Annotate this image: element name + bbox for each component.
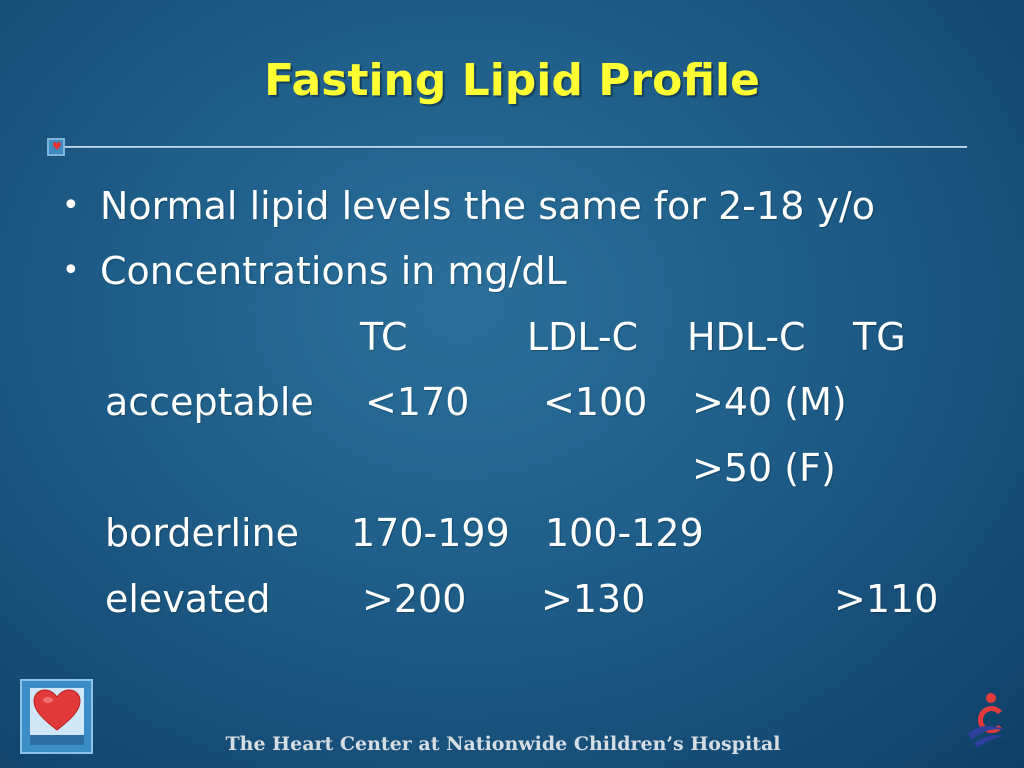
cell-acceptable-tc: <170 (365, 380, 470, 424)
row-label-acceptable: acceptable (105, 380, 314, 424)
cell-elevated-tc: >200 (362, 577, 467, 621)
bullet-item-1: Normal lipid levels the same for 2-18 y/… (100, 184, 875, 228)
heart-box-shadow (30, 735, 84, 745)
column-header-tc: TC (360, 315, 408, 359)
footer-hospital-name: The Heart Center at Nationwide Children’… (225, 733, 781, 755)
bullet-icon: • (62, 188, 80, 223)
slide-title: Fasting Lipid Profile (264, 55, 760, 106)
divider-heart-icon: ♥ (47, 138, 65, 156)
cell-borderline-tc: 170-199 (351, 511, 510, 555)
row-label-elevated: elevated (105, 577, 271, 621)
cell-acceptable-hdl-female: >50 (F) (692, 446, 836, 490)
heart-icon: ♥ (52, 140, 62, 153)
heart-box-icon (20, 679, 93, 754)
cell-acceptable-hdl-male: >40 (M) (692, 380, 847, 424)
cell-elevated-tg: >110 (834, 577, 939, 621)
column-header-hdl: HDL-C (687, 315, 806, 359)
column-header-ldl: LDL-C (527, 315, 639, 359)
title-divider (65, 146, 967, 148)
heart-icon (33, 689, 81, 731)
column-header-tg: TG (853, 315, 906, 359)
bullet-icon: • (62, 253, 80, 288)
row-label-borderline: borderline (105, 511, 300, 555)
cell-borderline-ldl: 100-129 (545, 511, 704, 555)
cell-elevated-ldl: >130 (541, 577, 646, 621)
nationwide-childrens-logo-icon (968, 693, 1006, 748)
heart-box-panel (30, 688, 84, 735)
bullet-item-2: Concentrations in mg/dL (100, 249, 567, 293)
cell-acceptable-ldl: <100 (543, 380, 648, 424)
